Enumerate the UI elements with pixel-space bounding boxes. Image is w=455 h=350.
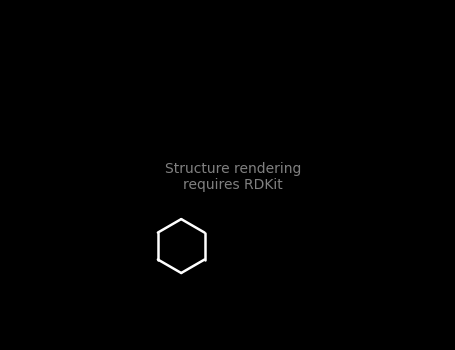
Text: Structure rendering
requires RDKit: Structure rendering requires RDKit <box>165 162 301 192</box>
